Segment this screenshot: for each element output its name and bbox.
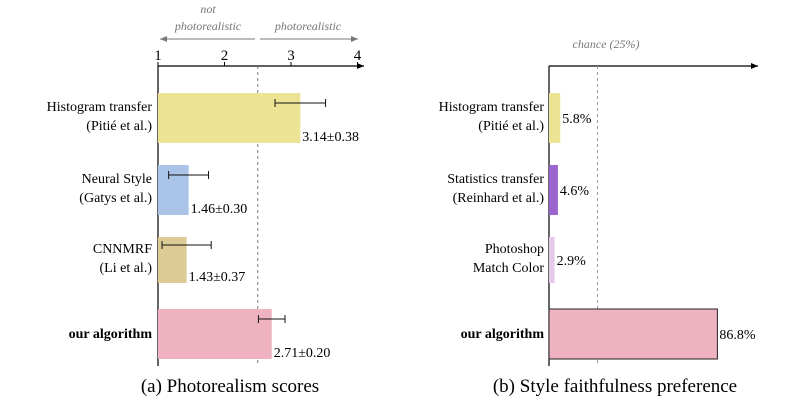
category-labels: Histogram transfer (Pitié et al.) Statisti… [439, 100, 545, 342]
caption-b: (b) Style faithfulness preference [493, 376, 737, 397]
value-label: 1.43±0.37 [189, 270, 246, 285]
category-labels: Histogram transfer (Pitié et al.) Neural S… [47, 100, 153, 342]
category-label: Histogram transfer [47, 100, 153, 115]
bar [158, 165, 189, 215]
value-label: 1.46±0.30 [191, 202, 248, 217]
category-label: (Pitié et al.) [86, 119, 152, 134]
chance-label: chance (25%) [573, 37, 640, 51]
category-label: (Li et al.) [100, 261, 153, 276]
bar [158, 309, 272, 359]
error-bars [161, 99, 327, 323]
category-label: (Reinhard et al.) [453, 191, 545, 206]
category-label: (Gatys et al.) [79, 191, 152, 206]
bars [158, 93, 301, 359]
region-label-not-line1: not [200, 2, 216, 16]
bar [158, 93, 301, 143]
value-label: 86.8% [719, 328, 756, 343]
x-tick-label: 2 [221, 48, 229, 64]
bar [549, 93, 561, 143]
value-labels: 3.14±0.38 1.46±0.30 1.43±0.37 2.71±0.20 [189, 130, 359, 361]
value-label: 2.9% [557, 254, 587, 269]
x-tick-labels: 1 2 3 4 [154, 48, 362, 66]
value-label: 5.8% [562, 112, 592, 127]
bar [549, 165, 558, 215]
bars [548, 93, 718, 360]
panel-photorealism: not photorealistic photorealistic 1 2 3 4 3… [47, 2, 364, 397]
caption-a: (a) Photorealism scores [141, 376, 319, 397]
region-label-not-line2: photorealistic [174, 19, 242, 33]
category-label: our algorithm [69, 327, 153, 342]
category-label: Statistics transfer [447, 172, 544, 187]
bar [549, 237, 555, 283]
region-label-photorealistic: photorealistic [274, 19, 342, 33]
category-label: our algorithm [461, 327, 545, 342]
x-tick-label: 3 [287, 48, 295, 64]
value-label: 4.6% [560, 184, 590, 199]
x-tick-label: 1 [154, 48, 162, 64]
panel-style-faithfulness: chance (25%) 5.8% 4.6% 2.9% 86.8% Histogram… [439, 37, 758, 397]
category-label: Photoshop [485, 242, 544, 257]
bar [548, 308, 718, 360]
category-label: (Pitié et al.) [478, 119, 544, 134]
category-label: CNNMRF [93, 242, 152, 257]
x-tick-label: 4 [354, 48, 362, 64]
category-label: Neural Style [82, 172, 152, 187]
value-label: 3.14±0.38 [302, 130, 359, 145]
category-label: Histogram transfer [439, 100, 545, 115]
category-label: Match Color [473, 261, 544, 276]
value-label: 2.71±0.20 [274, 346, 331, 361]
value-labels: 5.8% 4.6% 2.9% 86.8% [557, 112, 756, 343]
